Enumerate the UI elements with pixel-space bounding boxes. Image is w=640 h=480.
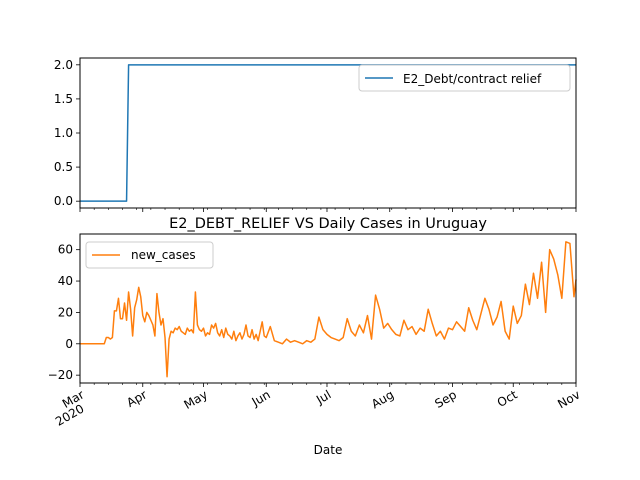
top-legend-label: E2_Debt/contract relief	[403, 72, 542, 86]
bottom-y-axis: −20 0 20 40 60	[48, 243, 80, 382]
top-y-tick-label-1: 0.5	[54, 160, 73, 174]
bottom-legend: new_cases	[85, 241, 214, 269]
top-y-tick-label-2: 1.0	[54, 126, 73, 140]
bottom-legend-label: new_cases	[131, 248, 196, 262]
top-subplot: 0.0 0.5 1.0 1.5 2.0 E2_Debt/contract relief	[54, 57, 577, 212]
bottom-y-tick-label-3: 40	[58, 274, 73, 288]
top-y-tick-label-0: 0.0	[54, 194, 73, 208]
bottom-legend-box	[85, 241, 214, 269]
top-legend-box	[358, 64, 571, 92]
bottom-series-line-0	[80, 241, 577, 378]
bottom-y-tick-label-4: 60	[58, 243, 73, 257]
bottom-y-tick-label-2: 20	[58, 305, 73, 319]
bottom-plot-area	[79, 233, 577, 384]
bottom-axes-frame	[79, 233, 577, 384]
bottom-series-group	[80, 241, 577, 378]
top-y-tick-label-4: 2.0	[54, 58, 73, 72]
top-y-tick-label-3: 1.5	[54, 92, 73, 106]
bottom-y-tick-label-1: 0	[65, 337, 73, 351]
top-y-axis: 0.0 0.5 1.0 1.5 2.0	[54, 58, 80, 208]
bottom-subplot: E2_DEBT_RELIEF VS Daily Cases in Uruguay…	[48, 216, 583, 457]
bottom-y-tick-label-0: −20	[48, 368, 73, 382]
top-x-axis	[79, 208, 577, 212]
x-axis-label: Date	[314, 443, 343, 457]
top-legend: E2_Debt/contract relief	[358, 64, 571, 92]
top-series-line-0	[80, 64, 576, 202]
x-tick-label-4: Jul	[313, 387, 333, 407]
chart-title: E2_DEBT_RELIEF VS Daily Cases in Uruguay	[169, 216, 487, 232]
top-series-group	[80, 64, 576, 202]
